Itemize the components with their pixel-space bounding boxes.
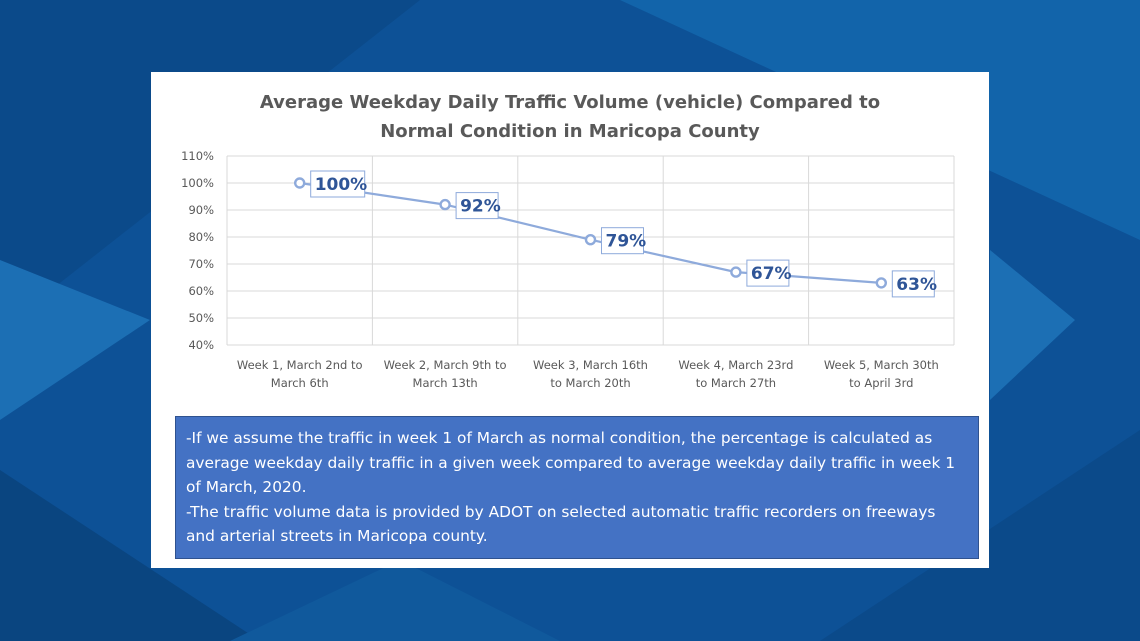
data-point bbox=[439, 198, 451, 211]
line-chart: 40% 50% 60% 70% 80% 90% 100% 110% Week 1, March … bbox=[181, 149, 955, 390]
data-label-box bbox=[455, 192, 499, 220]
chart-title: Average Weekday Daily Traffic Volume (ve… bbox=[151, 88, 989, 146]
data-point bbox=[293, 177, 306, 189]
x-tick-label: March 6th bbox=[271, 376, 329, 390]
x-tick-label: March 13th bbox=[413, 376, 478, 390]
x-tick-label: Week 1, March 2nd to bbox=[237, 358, 363, 372]
y-tick-label: 90% bbox=[188, 203, 214, 217]
chart-title-line-1: Average Weekday Daily Traffic Volume (ve… bbox=[259, 92, 881, 113]
x-tick-label: to April 3rd bbox=[849, 376, 913, 390]
data-label: 79% bbox=[606, 232, 647, 252]
data-label: 92% bbox=[460, 197, 501, 217]
y-tick-label: 40% bbox=[188, 338, 214, 352]
note-text-2: -The traffic volume data is provided by … bbox=[186, 502, 936, 546]
x-tick-label: Week 3, March 16th bbox=[533, 358, 648, 372]
chart-card: Average Weekday Daily Traffic Volume (ve… bbox=[151, 72, 989, 568]
data-point bbox=[584, 233, 597, 246]
chart-title-line-2: Normal Condition in Maricopa County bbox=[380, 121, 760, 142]
y-tick-label: 60% bbox=[188, 284, 214, 298]
data-label-box bbox=[891, 270, 935, 298]
y-tick-label: 70% bbox=[188, 257, 214, 271]
data-label-box bbox=[746, 259, 790, 287]
note-box: -If we assume the traffic in week 1 of M… bbox=[175, 416, 979, 559]
y-tick-label: 100% bbox=[181, 176, 214, 190]
y-tick-label: 80% bbox=[188, 230, 214, 244]
data-label-box bbox=[601, 227, 644, 255]
data-point bbox=[730, 266, 742, 278]
x-tick-label: Week 5, March 30th bbox=[824, 358, 939, 372]
data-label: 100% bbox=[315, 175, 368, 195]
data-label: 67% bbox=[751, 264, 792, 284]
data-label-box bbox=[310, 170, 366, 198]
data-label: 63% bbox=[896, 275, 937, 295]
x-tick-label: Week 4, March 23rd bbox=[678, 358, 793, 372]
x-tick-label: to March 27th bbox=[696, 376, 776, 390]
data-point bbox=[875, 277, 887, 289]
note-text-1: -If we assume the traffic in week 1 of M… bbox=[186, 429, 956, 496]
series-line bbox=[299, 181, 882, 284]
y-tick-label: 50% bbox=[188, 311, 214, 325]
y-tick-label: 110% bbox=[181, 149, 214, 163]
x-tick-label: to March 20th bbox=[550, 376, 630, 390]
x-tick-label: Week 2, March 9th to bbox=[384, 358, 507, 372]
